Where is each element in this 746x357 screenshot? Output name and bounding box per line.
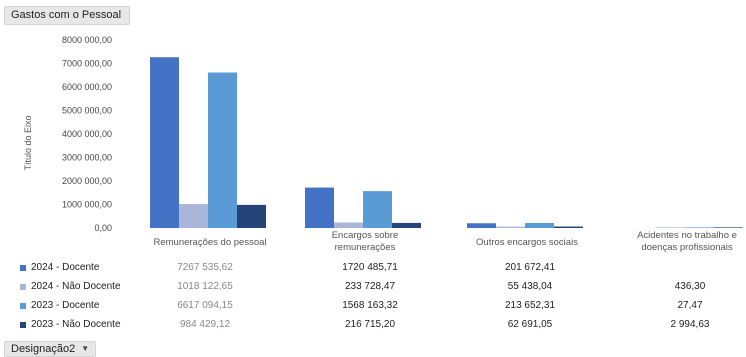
legend-entry: 2023 - Docente (20, 300, 99, 311)
category-label: Encargos sobre (332, 230, 399, 241)
bar (150, 57, 179, 228)
data-label: 216 715,20 (315, 319, 425, 330)
legend-swatch (20, 265, 26, 271)
bar (208, 72, 237, 228)
data-label: 1568 163,32 (315, 300, 425, 311)
legend-label: 2024 - Não Docente (31, 281, 121, 292)
data-label: 62 691,05 (475, 319, 585, 330)
bar (305, 188, 334, 228)
y-tick-label: 3000 000,00 (62, 153, 112, 163)
bar (363, 191, 392, 228)
legend-label: 2023 - Docente (31, 300, 99, 311)
data-label: 55 438,04 (475, 281, 585, 292)
legend-swatch (20, 303, 26, 309)
field-label: Designação2 (11, 342, 75, 356)
legend-label: 2023 - Não Docente (31, 319, 121, 330)
bar (656, 227, 685, 228)
bar (525, 223, 554, 228)
legend-entry: 2024 - Não Docente (20, 281, 121, 292)
category-label: doenças profissionais (641, 242, 733, 253)
data-label: 27,47 (635, 300, 745, 311)
category-label: Outros encargos sociais (476, 237, 578, 248)
y-tick-label: 4000 000,00 (62, 129, 112, 139)
bar (237, 205, 266, 228)
data-label: 2 994,63 (635, 319, 745, 330)
legend-swatch (20, 322, 26, 328)
category-label: remunerações (335, 242, 396, 253)
data-label: 233 728,47 (315, 281, 425, 292)
bar (334, 223, 363, 228)
data-label: 1720 485,71 (315, 262, 425, 273)
bar (714, 227, 743, 228)
legend-swatch (20, 284, 26, 290)
bar (179, 204, 208, 228)
data-label: 1018 122,65 (150, 281, 260, 292)
field-button-designacao2[interactable]: Designação2 ▼ (4, 341, 96, 357)
bar (467, 223, 496, 228)
legend-entry: 2024 - Docente (20, 262, 99, 273)
data-label: 213 652,31 (475, 300, 585, 311)
data-label: 7267 535,62 (150, 262, 260, 273)
data-label: 436,30 (635, 281, 745, 292)
bar (554, 227, 583, 228)
data-label: 984 429,12 (150, 319, 260, 330)
category-label: Acidentes no trabalho e (637, 230, 737, 241)
y-tick-label: 6000 000,00 (62, 82, 112, 92)
data-label: 201 672,41 (475, 262, 585, 273)
y-tick-label: 8000 000,00 (62, 35, 112, 45)
bar (392, 223, 421, 228)
bar (685, 227, 714, 228)
legend-label: 2024 - Docente (31, 262, 99, 273)
y-tick-label: 7000 000,00 (62, 59, 112, 69)
legend-entry: 2023 - Não Docente (20, 319, 121, 330)
y-tick-label: 0,00 (94, 223, 112, 233)
y-tick-label: 2000 000,00 (62, 176, 112, 186)
chevron-down-icon[interactable]: ▼ (81, 342, 89, 356)
y-tick-label: 5000 000,00 (62, 106, 112, 116)
category-label: Remunerações do pessoal (153, 237, 266, 248)
bar (496, 227, 525, 228)
y-tick-label: 1000 000,00 (62, 200, 112, 210)
data-label: 6617 094,15 (150, 300, 260, 311)
